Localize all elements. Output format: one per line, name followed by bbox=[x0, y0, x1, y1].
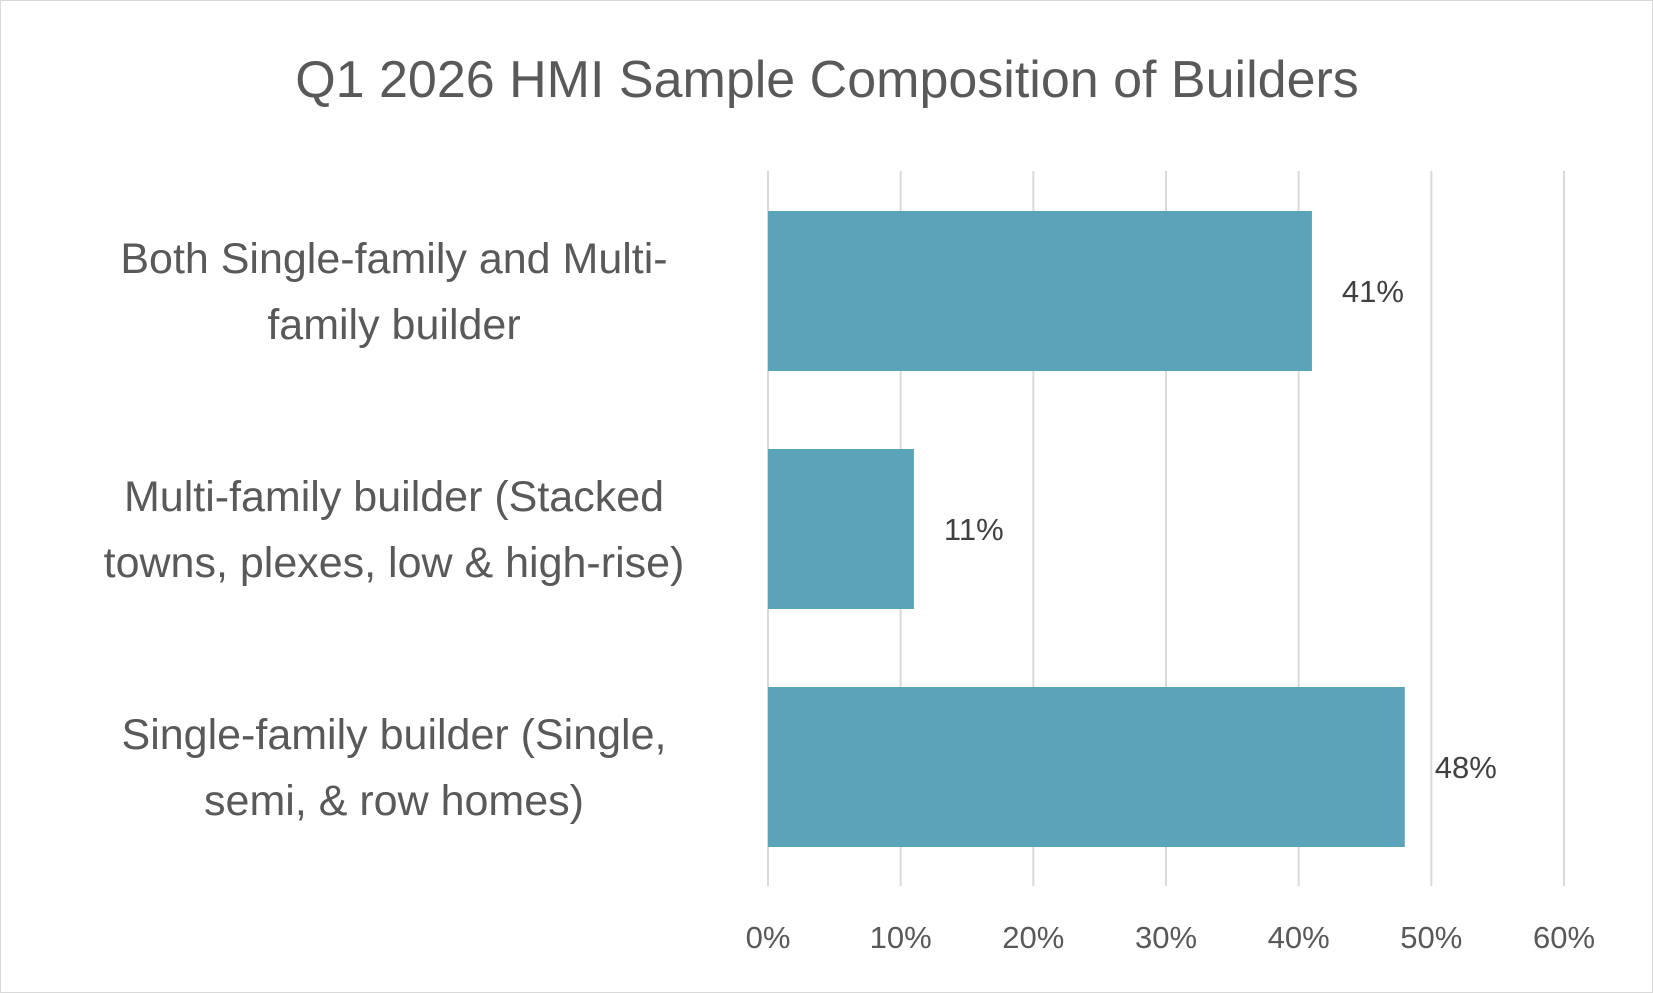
chart-title: Q1 2026 HMI Sample Composition of Builde… bbox=[295, 51, 1359, 109]
x-tick-label: 60% bbox=[1533, 920, 1595, 955]
bar bbox=[768, 449, 914, 609]
category-label: family builder bbox=[267, 301, 520, 349]
data-label: 48% bbox=[1435, 750, 1497, 785]
category-label: Multi-family builder (Stacked bbox=[124, 473, 664, 521]
data-label: 41% bbox=[1342, 274, 1404, 309]
x-tick-label: 30% bbox=[1135, 920, 1197, 955]
bar bbox=[768, 687, 1405, 847]
category-label: Single-family builder (Single, bbox=[122, 711, 667, 759]
category-label: Both Single-family and Multi- bbox=[120, 235, 667, 283]
x-tick-label: 20% bbox=[1002, 920, 1064, 955]
x-tick-label: 10% bbox=[870, 920, 932, 955]
category-labels: Both Single-family and Multi-family buil… bbox=[104, 235, 685, 825]
bar bbox=[768, 211, 1312, 371]
category-label: semi, & row homes) bbox=[204, 777, 584, 825]
x-tick-label: 0% bbox=[746, 920, 791, 955]
bars: 41% 11% 48% bbox=[768, 211, 1497, 847]
x-tick-label: 50% bbox=[1400, 920, 1462, 955]
data-label: 11% bbox=[944, 512, 1004, 547]
x-tick-label: 40% bbox=[1268, 920, 1330, 955]
category-label: towns, plexes, low & high-rise) bbox=[104, 539, 685, 587]
x-axis-tick-labels: 0% 10% 20% 30% 40% 50% 60% bbox=[746, 920, 1595, 955]
